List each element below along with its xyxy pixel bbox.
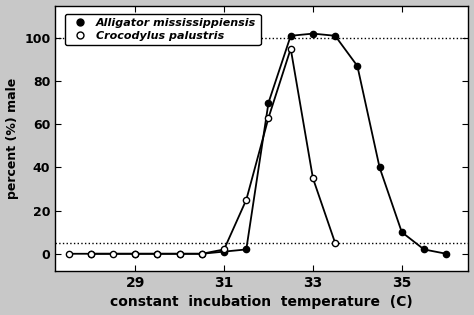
- Y-axis label: percent (%) male: percent (%) male: [6, 78, 18, 199]
- X-axis label: constant  incubation  temperature  (C): constant incubation temperature (C): [110, 295, 413, 309]
- Legend: Alligator mississippiensis, Crocodylus palustris: Alligator mississippiensis, Crocodylus p…: [65, 14, 261, 45]
